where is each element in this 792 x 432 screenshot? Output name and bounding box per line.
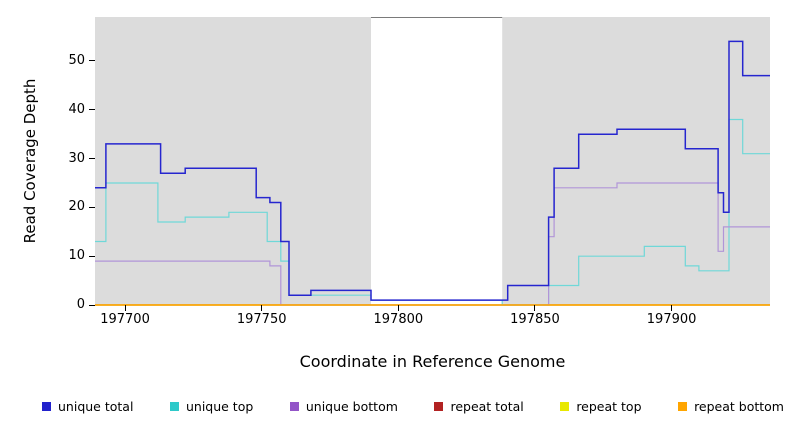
x-tick-label: 197800 [373, 312, 424, 327]
x-tick-label: 197850 [510, 312, 560, 327]
y-tick-label: 10 [68, 248, 85, 264]
x-axis-label: Coordinate in Reference Genome [299, 352, 566, 371]
legend-label: unique top [185, 399, 254, 414]
coverage-plot [95, 17, 770, 306]
legend-label: unique bottom [305, 399, 398, 414]
series-unique-total [95, 40, 770, 301]
y-axis-tick [89, 158, 95, 160]
legend-item-repeat-total: repeat total [434, 399, 524, 414]
masked-region [371, 17, 503, 305]
y-tick-label: 40 [68, 101, 85, 117]
legend-item-unique-top: unique top [169, 399, 254, 414]
x-axis-tick [124, 305, 126, 311]
x-axis-tick [671, 305, 673, 311]
legend-label: unique total [58, 399, 134, 414]
y-tick-label: 50 [68, 52, 85, 68]
legend-label: repeat bottom [694, 399, 784, 414]
legend-item-unique-bottom: unique bottom [289, 399, 398, 414]
x-axis-tick [534, 305, 536, 311]
y-tick-label: 30 [68, 150, 85, 166]
legend-swatch-icon [42, 402, 51, 411]
y-axis-tick [89, 304, 95, 306]
legend: unique total unique top unique bottom repea… [42, 399, 784, 414]
legend-item-unique-total: unique total [42, 399, 133, 414]
y-tick-label: 20 [68, 199, 85, 215]
x-tick-label: 197750 [236, 312, 287, 327]
y-axis-label: Read Coverage Depth [21, 78, 39, 244]
legend-swatch-icon [169, 402, 179, 411]
plot-panel [95, 17, 770, 306]
x-axis-tick [397, 305, 399, 311]
legend-swatch-icon [434, 402, 444, 411]
y-axis-tick [89, 255, 95, 257]
x-tick-label: 197700 [100, 312, 150, 327]
y-axis-tick [89, 60, 95, 62]
y-axis-tick [89, 206, 95, 208]
legend-item-repeat-bottom: repeat bottom [678, 399, 784, 414]
x-tick-label: 197900 [646, 312, 697, 327]
x-axis-tick [261, 305, 263, 311]
y-axis-tick [89, 109, 95, 111]
legend-swatch-icon [289, 402, 299, 411]
legend-item-repeat-top: repeat top [560, 399, 642, 414]
y-tick-label: 0 [76, 297, 85, 312]
legend-swatch-icon [560, 402, 570, 411]
legend-swatch-icon [678, 402, 688, 411]
legend-label: repeat top [576, 399, 642, 414]
legend-label: repeat total [450, 399, 524, 414]
